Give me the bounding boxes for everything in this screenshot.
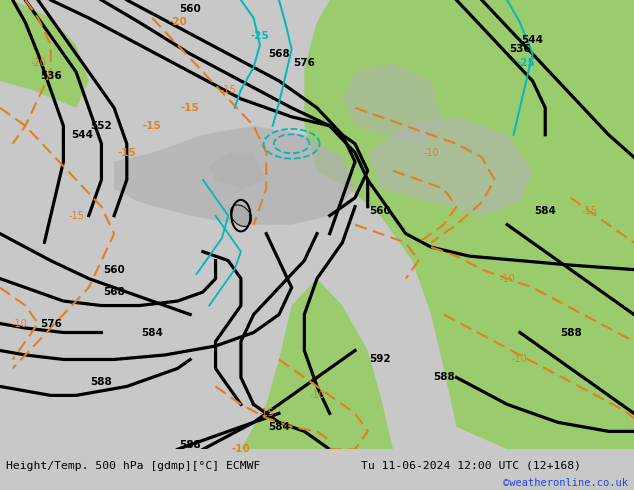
Text: 560: 560 <box>179 4 201 14</box>
Text: -10: -10 <box>309 391 325 400</box>
Text: 536: 536 <box>40 72 61 81</box>
Text: -10: -10 <box>11 318 27 328</box>
Polygon shape <box>368 117 533 216</box>
Text: 560: 560 <box>370 206 391 216</box>
Text: 568: 568 <box>103 287 125 297</box>
Text: -15: -15 <box>258 408 275 418</box>
Polygon shape <box>0 9 38 54</box>
Text: Height/Temp. 500 hPa [gdmp][°C] ECMWF: Height/Temp. 500 hPa [gdmp][°C] ECMWF <box>6 461 261 470</box>
Text: 576: 576 <box>40 318 61 328</box>
Text: 588: 588 <box>179 440 201 450</box>
Polygon shape <box>342 63 444 144</box>
Text: -15: -15 <box>181 103 200 113</box>
Polygon shape <box>114 126 355 224</box>
Text: 584: 584 <box>268 422 290 432</box>
Text: 576: 576 <box>294 58 315 68</box>
Text: -20: -20 <box>168 18 187 27</box>
Text: 584: 584 <box>141 327 163 338</box>
Text: 568: 568 <box>268 49 290 59</box>
Ellipse shape <box>231 205 251 226</box>
Text: Tu 11-06-2024 12:00 UTC (12+168): Tu 11-06-2024 12:00 UTC (12+168) <box>361 461 581 470</box>
Text: 544: 544 <box>72 130 93 140</box>
Text: -15: -15 <box>143 121 162 131</box>
Text: 536: 536 <box>509 45 531 54</box>
Text: -15: -15 <box>68 211 84 220</box>
Text: 560: 560 <box>103 265 125 274</box>
Text: ©weatheronline.co.uk: ©weatheronline.co.uk <box>503 478 628 488</box>
Text: -25: -25 <box>250 31 269 41</box>
Text: -25: -25 <box>517 58 536 68</box>
Text: -10: -10 <box>500 273 515 284</box>
Polygon shape <box>241 279 393 449</box>
Text: 588: 588 <box>560 327 581 338</box>
Text: -10: -10 <box>231 444 250 454</box>
Text: 584: 584 <box>534 206 556 216</box>
Text: 588: 588 <box>91 377 112 387</box>
Text: 552: 552 <box>91 121 112 131</box>
Polygon shape <box>0 0 89 108</box>
Text: -10: -10 <box>512 354 527 365</box>
Polygon shape <box>304 0 634 449</box>
Text: 588: 588 <box>433 372 455 382</box>
Text: -15: -15 <box>220 85 236 95</box>
Text: 544: 544 <box>522 35 543 46</box>
Polygon shape <box>209 153 266 189</box>
Text: 592: 592 <box>370 354 391 365</box>
Text: -15: -15 <box>581 206 598 216</box>
Text: -10: -10 <box>424 148 439 158</box>
Text: -20: -20 <box>30 58 46 68</box>
Text: -15: -15 <box>117 148 136 158</box>
